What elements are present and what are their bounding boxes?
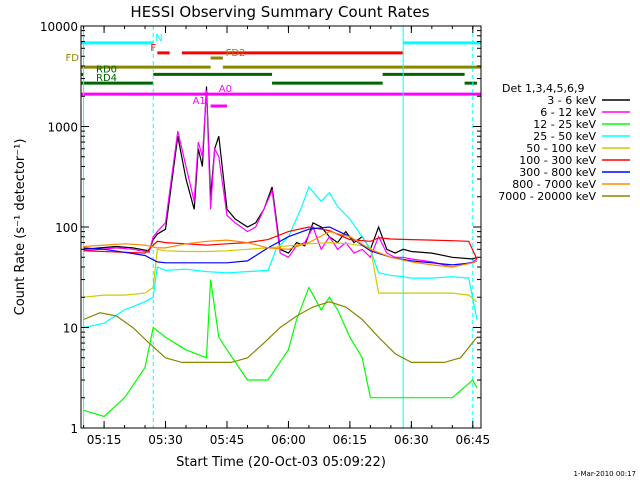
x-tick-label-1: 05:30 bbox=[148, 433, 183, 447]
series-line-0 bbox=[83, 86, 478, 260]
axes: 05:15 05:30 05:45 06:00 06:15 06:30 06:45 1 10 10… bbox=[40, 20, 490, 447]
flag-label-a0: A0 bbox=[219, 84, 232, 95]
series-line-5 bbox=[83, 226, 478, 260]
series-line-1 bbox=[83, 90, 478, 268]
chart-title: HESSI Observing Summary Count Rates bbox=[130, 3, 429, 21]
y-tick-label-0: 1 bbox=[70, 422, 78, 436]
flag-label-a1: A1 bbox=[193, 96, 206, 107]
y-axis-label: Count Rate (s⁻¹ detector⁻¹) bbox=[13, 139, 28, 316]
flag-label-rd4: RD4 bbox=[96, 73, 117, 84]
series-line-8 bbox=[83, 301, 478, 363]
legend-label-1: 6 - 12 keV bbox=[540, 106, 596, 119]
y-tick-label-3: 1000 bbox=[47, 121, 78, 135]
series-line-3 bbox=[83, 185, 478, 329]
legend-label-3: 25 - 50 keV bbox=[533, 130, 596, 143]
legend-label-8: 7000 - 20000 keV bbox=[498, 190, 596, 203]
x-tick-label-6: 06:45 bbox=[456, 433, 491, 447]
x-tick-label-5: 06:30 bbox=[394, 433, 429, 447]
flag-label-fd2: FD2 bbox=[226, 48, 246, 59]
timestamp: 1-Mar-2010 00:17 bbox=[574, 470, 636, 478]
x-tick-label-4: 06:15 bbox=[333, 433, 368, 447]
x-tick-label-3: 06:00 bbox=[271, 433, 306, 447]
series-line-2 bbox=[83, 279, 478, 418]
legend-label-6: 300 - 800 keV bbox=[519, 166, 596, 179]
legend-title: Det 1,3,4,5,6,9 bbox=[502, 82, 585, 95]
series-line-6 bbox=[83, 226, 478, 266]
legend-label-5: 100 - 300 keV bbox=[519, 154, 596, 167]
flag-label-n: N bbox=[155, 33, 162, 44]
legend-label-0: 3 - 6 keV bbox=[547, 94, 596, 107]
y-tick-label-1: 10 bbox=[63, 322, 78, 336]
series-line-7 bbox=[83, 230, 478, 268]
legend-label-7: 800 - 7000 keV bbox=[512, 178, 596, 191]
flag-bars: NFFDFD2RD0RD4A1A0 bbox=[66, 33, 481, 108]
legend-label-2: 12 - 25 keV bbox=[533, 118, 596, 131]
x-tick-label-2: 05:45 bbox=[210, 433, 245, 447]
series-line-4 bbox=[83, 241, 478, 303]
legend-label-4: 50 - 100 keV bbox=[526, 142, 596, 155]
y-tick-label-2: 100 bbox=[55, 221, 78, 235]
flag-label-fd: FD bbox=[66, 53, 80, 64]
series-lines bbox=[83, 86, 478, 418]
x-axis-label: Start Time (20-Oct-03 05:09:22) bbox=[176, 455, 386, 470]
x-tick-label-0: 05:15 bbox=[87, 433, 122, 447]
y-tick-label-4: 10000 bbox=[40, 20, 78, 34]
flag-label-rd0: RD0 bbox=[96, 64, 117, 75]
